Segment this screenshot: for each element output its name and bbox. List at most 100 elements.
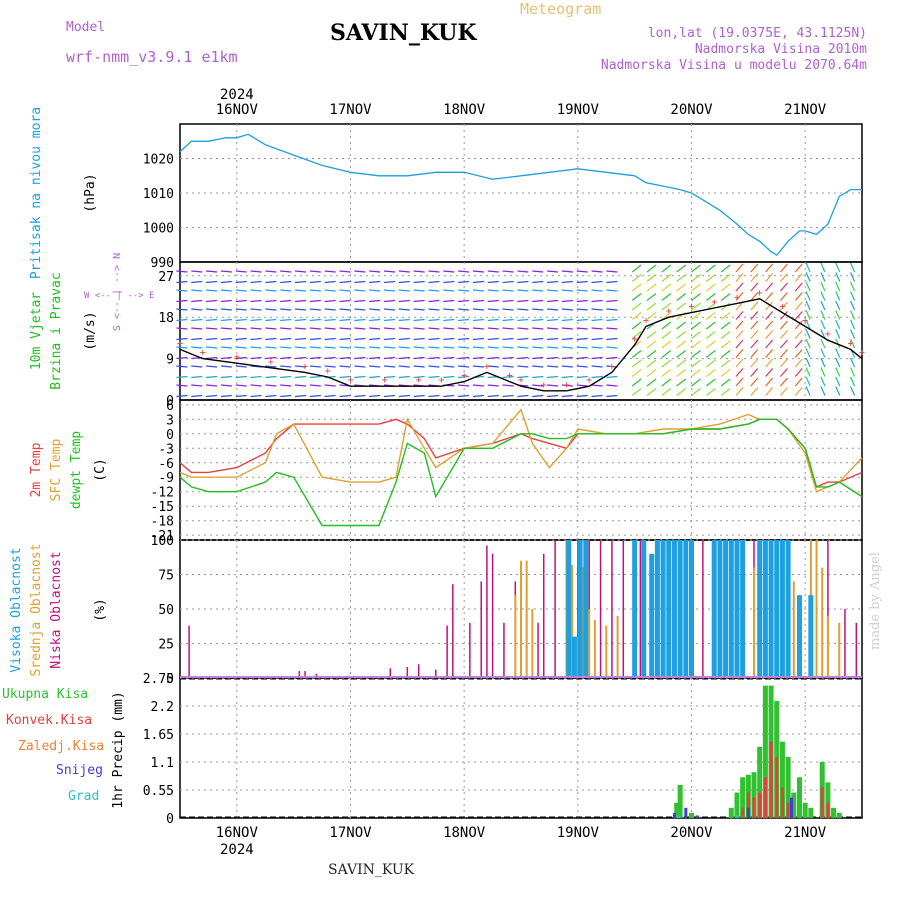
wind-barb (339, 337, 351, 341)
wind-barb (631, 312, 642, 320)
wind-barb (443, 308, 455, 311)
day-label-top: 18NOV (443, 102, 486, 118)
wind-barb (502, 280, 514, 284)
cloud-bar-1 (838, 622, 841, 678)
precip-bar (808, 807, 814, 818)
day-label-top: 19NOV (557, 102, 600, 118)
wind-barb (805, 386, 811, 396)
wind-barb (805, 262, 811, 273)
wind-barb (765, 301, 774, 311)
wind-barb (591, 375, 603, 379)
wind-barb (428, 356, 440, 360)
wind-barb (606, 384, 618, 387)
wind-gust-marker: + (711, 297, 717, 308)
cloud-bar-2 (740, 540, 746, 678)
clouds-ytick-label: 75 (158, 569, 174, 584)
wind-barb (576, 308, 588, 311)
wind-barb (850, 367, 856, 377)
wind-barb (191, 394, 203, 398)
temp-line-2 (179, 418, 863, 527)
cloud-axis-unit: (%) (93, 598, 108, 621)
wind-barb (280, 327, 292, 330)
cloud-bar-2 (757, 540, 763, 678)
wind-barb (265, 337, 277, 341)
wind-barb (765, 377, 774, 387)
cloud-bar-0 (639, 540, 642, 678)
wind-barb (561, 346, 573, 349)
precip-bar (740, 777, 746, 818)
wind-axis-title-2: Brzina i Pravac (49, 272, 64, 389)
wind-barb (458, 327, 470, 330)
wind-barb (354, 356, 366, 360)
cloud-bar-2 (577, 540, 583, 678)
day-label-bottom: 21NOV (784, 825, 827, 841)
cloud-bar-0 (406, 666, 409, 678)
cloud-bar-1 (531, 609, 534, 678)
wind-barb (487, 289, 499, 292)
wind-barb (191, 375, 203, 379)
wind-barb (561, 356, 573, 360)
temperature-ytick-label: 0 (166, 428, 174, 443)
wind-barb (472, 384, 484, 387)
wind-barb (676, 340, 687, 349)
wind-barb (805, 300, 811, 311)
wind-barb (383, 299, 396, 303)
wind-barb (428, 337, 440, 341)
wind-barb (576, 280, 588, 284)
wind-barb (339, 365, 351, 368)
wind-barb (458, 318, 470, 322)
wind-gust-marker: + (234, 352, 240, 363)
wind-barb (676, 388, 687, 396)
wind-barb (265, 327, 277, 330)
wind-barb (383, 365, 396, 368)
precip-bar (751, 772, 757, 818)
wind-barb (487, 327, 499, 330)
wind-barb (835, 348, 841, 358)
cloud-bar-2 (654, 540, 660, 678)
wind-barb (235, 394, 247, 398)
wind-barb (176, 346, 188, 349)
wind-barb (805, 272, 811, 282)
wind-barb (631, 350, 642, 358)
wind-barb (691, 388, 701, 396)
wind-gust-marker: + (200, 348, 206, 359)
wind-barb (835, 310, 841, 320)
wind-barb (661, 312, 672, 320)
wind-barb (780, 292, 788, 301)
wind-gust-marker: + (484, 361, 490, 372)
wind-barb (250, 289, 262, 292)
cloud-bar-0 (480, 581, 482, 678)
wind-barb (443, 270, 455, 273)
wind-barb (646, 312, 657, 320)
wind-barb (561, 327, 573, 330)
wind-barb (835, 262, 841, 273)
wind-gust-marker: + (507, 371, 513, 382)
wind-barb (265, 394, 277, 398)
wind-barb (850, 357, 856, 368)
wind-barb (532, 318, 544, 322)
wind-barb (794, 368, 803, 377)
wind-barb (691, 283, 701, 292)
wind-barb (820, 300, 826, 311)
wind-barb (720, 302, 731, 311)
wind-barb (820, 357, 826, 368)
wind-barb (606, 375, 618, 379)
wind-barb (413, 280, 425, 284)
cloud-bar-1 (520, 560, 522, 678)
wind-barb (428, 308, 440, 311)
wind-barb (294, 337, 307, 341)
wind-barb (443, 356, 455, 360)
precip-bar (826, 802, 830, 818)
wind-barb (661, 283, 672, 292)
wind-barb (294, 280, 307, 284)
wind-barb (458, 394, 470, 398)
wind-barb (369, 346, 381, 349)
cloud-bar-0 (844, 609, 846, 678)
wind-barb (458, 270, 470, 273)
precip-bar (735, 815, 739, 818)
wind-barb (383, 289, 396, 292)
wind-barb (265, 346, 277, 349)
wind-barb (765, 292, 774, 301)
wind-barb (805, 291, 811, 301)
wind-barb (339, 270, 351, 273)
